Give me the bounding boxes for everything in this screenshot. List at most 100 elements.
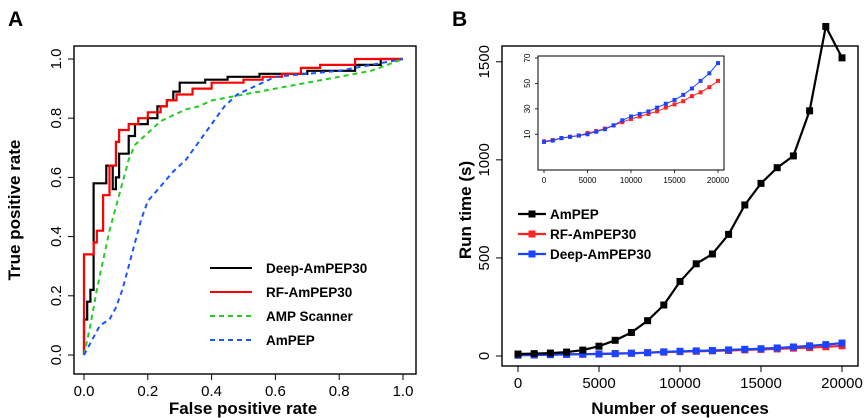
roc-chart: 0.0 0.2 0.4 0.6 0.8 1.0 0.0 0.2 0.4 0.6 0.8 1.0 Fa… [5, 45, 417, 418]
y-tick-label: 1.0 [48, 49, 65, 70]
y-tick-label: 1500 [476, 45, 493, 78]
roc-curve-deep-ampep30 [82, 57, 403, 355]
runtime-y-axis-title: Run time (s) [456, 161, 475, 259]
legend-marker-ampep [528, 210, 536, 218]
inset-data-point-rf-ampep30 [689, 94, 694, 99]
runtime-legend: AmPEP RF-AmPEP30 Deep-AmPEP30 [518, 207, 651, 262]
inset-data-point-deep-ampep30 [585, 132, 590, 137]
inset-data-point-deep-ampep30 [672, 97, 677, 102]
data-point-deep-ampep30 [822, 341, 830, 349]
inset-x-tick-label: 10000 [620, 176, 643, 185]
legend-label-ampep: AmPEP [266, 333, 315, 348]
inset-data-point-deep-ampep30 [629, 114, 633, 119]
data-point-ampep [546, 349, 554, 357]
inset-data-point-rf-ampep30 [681, 99, 686, 104]
data-point-ampep [741, 201, 749, 209]
legend-label-rf-ampep30: RF-AmPEP30 [266, 285, 352, 300]
data-point-deep-ampep30 [595, 350, 603, 358]
y-tick-label: 0.8 [48, 108, 65, 129]
inset-data-point-rf-ampep30 [646, 111, 651, 116]
roc-legend: Deep-AmPEP30 RF-AmPEP30 AMP Scanner AmPEP [210, 261, 367, 348]
data-point-ampep [627, 328, 635, 336]
inset-y-tick-label: 30 [523, 104, 532, 113]
inset-data-point-deep-ampep30 [655, 105, 660, 110]
inset-data-point-deep-ampep30 [681, 92, 686, 97]
data-point-deep-ampep30 [725, 346, 733, 354]
data-point-deep-ampep30 [611, 350, 619, 358]
data-point-deep-ampep30 [789, 343, 797, 351]
inset-data-point-deep-ampep30 [576, 133, 581, 138]
inset-data-point-deep-ampep30 [620, 118, 625, 123]
data-point-ampep [822, 22, 830, 30]
y-tick-label: 0.0 [48, 345, 65, 366]
data-point-ampep [773, 164, 781, 172]
x-tick-label: 5000 [582, 375, 615, 392]
data-point-ampep [838, 54, 846, 62]
inset-data-point-deep-ampep30 [689, 86, 694, 91]
inset-data-point-deep-ampep30 [698, 78, 703, 83]
inset-data-point-deep-ampep30 [550, 138, 555, 143]
data-point-ampep [563, 348, 571, 356]
data-point-ampep [611, 336, 619, 344]
x-tick-label: 10000 [659, 375, 701, 392]
runtime-x-axis: 0 5000 10000 15000 20000 [514, 365, 863, 392]
data-point-ampep [725, 230, 733, 238]
data-point-ampep [530, 350, 538, 358]
data-point-ampep [676, 277, 684, 285]
inset-data-point-deep-ampep30 [594, 129, 599, 134]
x-tick-label: 0.8 [329, 383, 350, 400]
inset-data-point-rf-ampep30 [672, 102, 677, 107]
x-tick-label: 15000 [740, 375, 782, 392]
roc-y-axis: 0.0 0.2 0.4 0.6 0.8 1.0 [48, 49, 75, 366]
inset-data-point-rf-ampep30 [707, 85, 712, 90]
roc-curve-rf-ampep30 [82, 57, 403, 355]
legend-marker-deep-ampep30 [528, 250, 536, 258]
data-point-ampep [789, 152, 797, 160]
data-point-ampep [692, 260, 700, 268]
inset-data-point-rf-ampep30 [716, 78, 720, 83]
legend-marker-rf-ampep30 [528, 230, 536, 238]
data-point-deep-ampep30 [660, 348, 668, 356]
inset-x-tick-label: 15000 [663, 176, 686, 185]
x-tick-label: 0.0 [74, 383, 95, 400]
x-tick-label: 0.6 [265, 383, 286, 400]
data-point-ampep [757, 179, 765, 187]
data-point-ampep [644, 317, 652, 325]
runtime-y-axis: 0 500 1000 1500 [476, 45, 503, 360]
roc-curve-ampep [83, 58, 404, 356]
data-point-deep-ampep30 [708, 347, 716, 355]
runtime-series [514, 22, 846, 359]
inset-data-point-rf-ampep30 [637, 114, 642, 119]
inset-data-point-deep-ampep30 [611, 123, 616, 128]
data-point-deep-ampep30 [676, 347, 684, 355]
inset-data-point-rf-ampep30 [655, 109, 660, 114]
data-point-ampep [806, 107, 814, 115]
y-tick-label: 0.2 [48, 285, 65, 306]
panel-a-label: A [8, 8, 23, 31]
data-point-deep-ampep30 [627, 349, 635, 357]
data-point-ampep [708, 250, 716, 258]
panel-b-label: B [452, 8, 467, 31]
inset-data-point-deep-ampep30 [646, 109, 651, 114]
inset-plot-frame [537, 55, 725, 171]
y-tick-label: 1000 [476, 143, 493, 176]
legend-label-amp-scanner: AMP Scanner [266, 309, 354, 324]
x-tick-label: 0.2 [137, 383, 158, 400]
inset-data-point-deep-ampep30 [707, 71, 712, 76]
legend-label-rf-ampep30: RF-AmPEP30 [550, 227, 636, 242]
y-tick-label: 0.4 [48, 226, 65, 247]
inset-x-tick-label: 0 [542, 176, 547, 185]
legend-label-ampep: AmPEP [550, 207, 599, 222]
data-point-ampep [660, 301, 668, 309]
inset-x-tick-label: 5000 [579, 176, 597, 185]
roc-x-axis: 0.0 0.2 0.4 0.6 0.8 1.0 [74, 373, 413, 400]
runtime-x-axis-title: Number of sequences [591, 399, 769, 418]
roc-x-axis-title: False positive rate [169, 399, 317, 418]
data-point-ampep [514, 350, 522, 358]
inset-data-point-rf-ampep30 [629, 117, 633, 122]
roc-plot-frame [73, 45, 417, 375]
roc-curves [82, 57, 404, 356]
inset-data-point-deep-ampep30 [568, 134, 573, 139]
inset-y-tick-label: 50 [523, 78, 532, 87]
